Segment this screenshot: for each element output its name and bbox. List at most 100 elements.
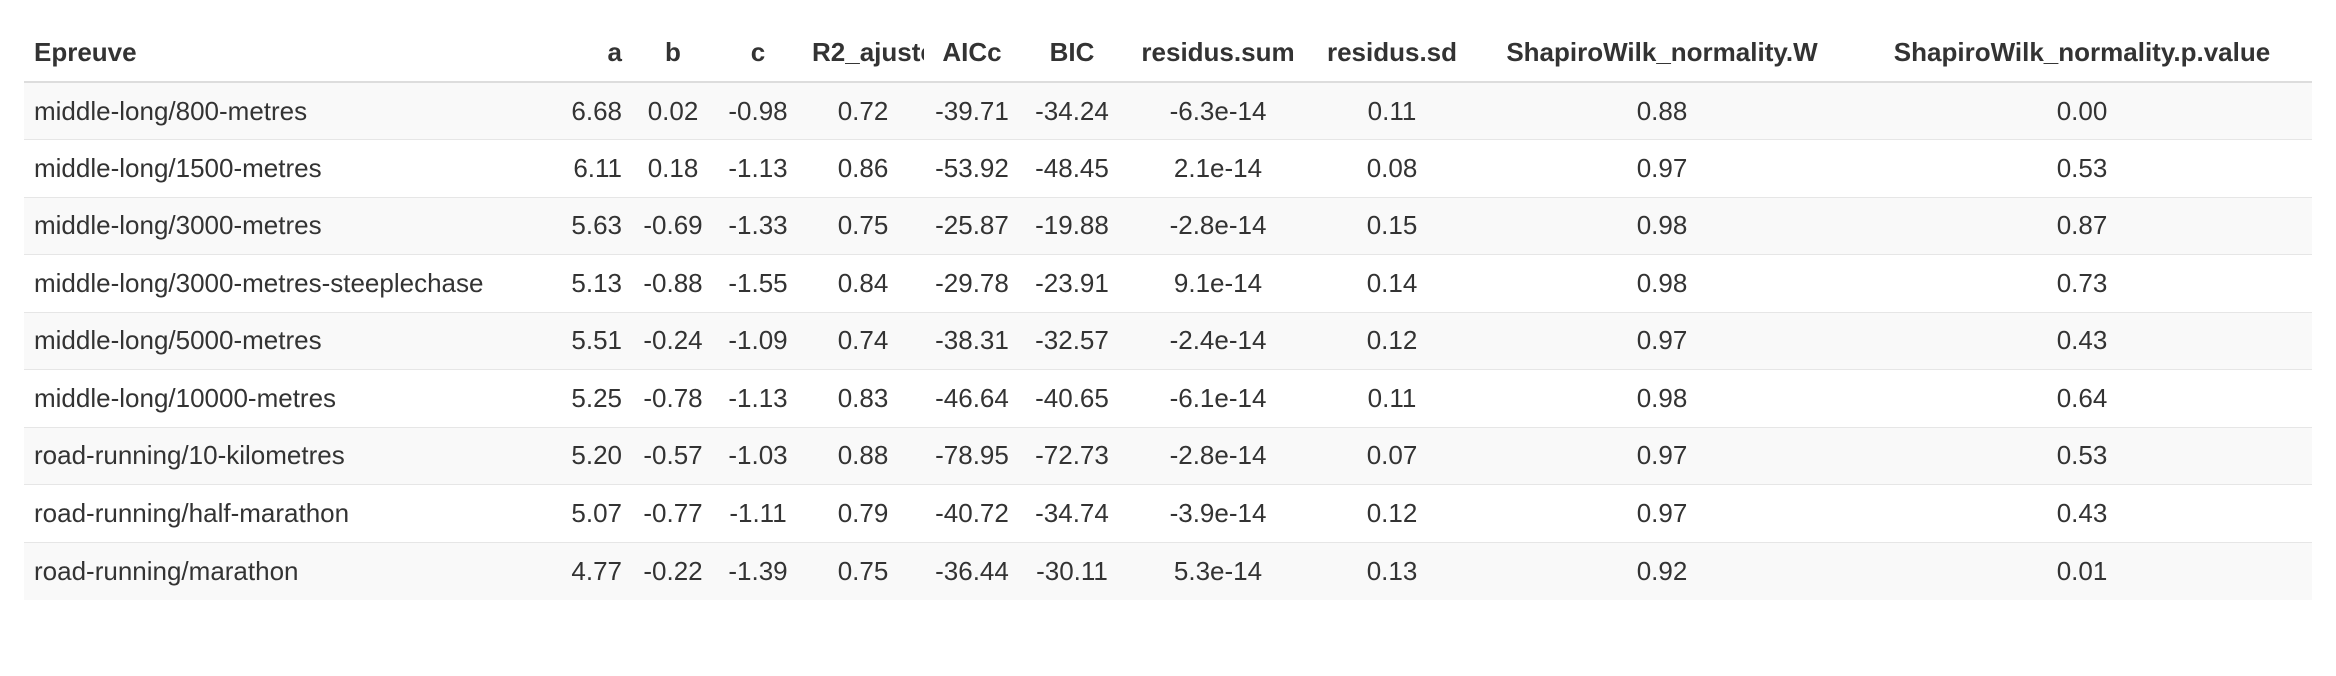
cell-shapirowilk-p-value: 0.87 <box>2056 210 2108 241</box>
cell-c: -1.55 <box>728 267 788 298</box>
cell-c: -0.98 <box>728 95 788 126</box>
table-row: middle-long/800-metres 6.68 0.02 -0.98 0… <box>24 82 2312 140</box>
cell-residus-sum: -2.8e-14 <box>1169 210 1267 241</box>
cell-a: 5.20 <box>571 440 622 471</box>
results-table-container: Epreuve a b c R2_ajuste AICc BIC residus… <box>24 24 2312 600</box>
cell-aicc: -53.92 <box>935 152 1009 183</box>
cell-shapirowilk-p-value: 0.43 <box>2056 325 2108 356</box>
cell-c: -1.13 <box>728 382 788 413</box>
column-header-c[interactable]: c <box>714 24 802 83</box>
cell-b: -0.78 <box>643 382 703 413</box>
cell-b: 0.02 <box>647 95 699 126</box>
cell-residus-sd: 0.13 <box>1366 555 1418 586</box>
cell-bic: -30.11 <box>1036 555 1108 586</box>
column-header-residus-sd[interactable]: residus.sd <box>1312 24 1472 83</box>
cell-residus-sd: 0.07 <box>1366 440 1418 471</box>
cell-a: 6.11 <box>573 152 622 183</box>
cell-b: -0.22 <box>643 555 703 586</box>
cell-residus-sd: 0.11 <box>1367 95 1417 126</box>
cell-shapirowilk-w: 0.97 <box>1636 497 1688 528</box>
cell-bic: -48.45 <box>1035 152 1109 183</box>
table-row: middle-long/3000-metres-steeplechase 5.1… <box>24 254 2312 312</box>
cell-aicc: -40.72 <box>935 497 1009 528</box>
cell-shapirowilk-w: 0.98 <box>1636 382 1688 413</box>
cell-aicc: -38.31 <box>935 325 1009 356</box>
cell-a: 4.77 <box>571 555 622 586</box>
table-row: road-running/half-marathon 5.07 -0.77 -1… <box>24 484 2312 542</box>
column-header-shapirowilk-w[interactable]: ShapiroWilk_normality.W <box>1472 24 1852 83</box>
table-body: middle-long/800-metres 6.68 0.02 -0.98 0… <box>24 82 2312 600</box>
cell-r2-ajuste: 0.74 <box>837 325 889 356</box>
cell-epreuve: middle-long/1500-metres <box>34 152 322 183</box>
cell-epreuve: road-running/marathon <box>34 555 299 586</box>
cell-residus-sum: -6.1e-14 <box>1169 382 1267 413</box>
cell-shapirowilk-w: 0.98 <box>1636 210 1688 241</box>
cell-shapirowilk-w: 0.97 <box>1636 152 1688 183</box>
cell-r2-ajuste: 0.75 <box>837 555 889 586</box>
cell-r2-ajuste: 0.72 <box>837 95 889 126</box>
cell-epreuve: middle-long/3000-metres-steeplechase <box>34 267 484 298</box>
table-row: road-running/10-kilometres 5.20 -0.57 -1… <box>24 427 2312 485</box>
cell-a: 6.68 <box>571 95 622 126</box>
cell-shapirowilk-p-value: 0.64 <box>2056 382 2108 413</box>
cell-a: 5.63 <box>571 210 622 241</box>
cell-shapirowilk-w: 0.92 <box>1636 555 1688 586</box>
cell-residus-sd: 0.08 <box>1366 152 1418 183</box>
cell-bic: -34.74 <box>1035 497 1109 528</box>
cell-epreuve: middle-long/3000-metres <box>34 210 322 241</box>
cell-c: -1.13 <box>728 152 788 183</box>
cell-c: -1.03 <box>728 440 788 471</box>
cell-residus-sum: -2.4e-14 <box>1169 325 1267 356</box>
cell-c: -1.33 <box>728 210 788 241</box>
cell-residus-sd: 0.12 <box>1366 497 1418 528</box>
cell-shapirowilk-p-value: 0.53 <box>2056 440 2108 471</box>
column-header-a[interactable]: a <box>560 24 632 83</box>
cell-bic: -34.24 <box>1035 95 1109 126</box>
cell-epreuve: middle-long/10000-metres <box>34 382 337 413</box>
cell-bic: -32.57 <box>1035 325 1109 356</box>
column-header-aicc[interactable]: AICc <box>924 24 1020 83</box>
cell-shapirowilk-p-value: 0.43 <box>2056 497 2108 528</box>
cell-bic: -19.88 <box>1035 210 1109 241</box>
cell-shapirowilk-w: 0.88 <box>1636 95 1688 126</box>
column-header-r2-ajuste[interactable]: R2_ajuste <box>802 24 924 83</box>
cell-bic: -23.91 <box>1035 267 1109 298</box>
cell-residus-sum: 2.1e-14 <box>1173 152 1263 183</box>
cell-bic: -40.65 <box>1035 382 1109 413</box>
cell-b: 0.18 <box>647 152 699 183</box>
cell-b: -0.88 <box>643 267 703 298</box>
cell-c: -1.39 <box>728 555 788 586</box>
cell-residus-sum: 5.3e-14 <box>1173 555 1263 586</box>
cell-b: -0.77 <box>643 497 703 528</box>
cell-c: -1.11 <box>729 497 787 528</box>
cell-shapirowilk-p-value: 0.00 <box>2056 95 2108 126</box>
cell-bic: -72.73 <box>1035 440 1109 471</box>
cell-epreuve: road-running/10-kilometres <box>34 440 345 471</box>
table-row: middle-long/10000-metres 5.25 -0.78 -1.1… <box>24 369 2312 427</box>
cell-shapirowilk-w: 0.98 <box>1636 267 1688 298</box>
cell-residus-sd: 0.15 <box>1366 210 1418 241</box>
cell-epreuve: middle-long/800-metres <box>34 95 308 126</box>
results-table: Epreuve a b c R2_ajuste AICc BIC residus… <box>24 24 2312 600</box>
cell-r2-ajuste: 0.84 <box>837 267 889 298</box>
column-header-b[interactable]: b <box>632 24 714 83</box>
column-header-epreuve[interactable]: Epreuve <box>24 24 560 83</box>
cell-residus-sum: -2.8e-14 <box>1169 440 1267 471</box>
column-header-residus-sum[interactable]: residus.sum <box>1124 24 1312 83</box>
column-header-shapirowilk-p-value[interactable]: ShapiroWilk_normality.p.value <box>1852 24 2312 83</box>
table-row: middle-long/1500-metres 6.11 0.18 -1.13 … <box>24 139 2312 197</box>
cell-r2-ajuste: 0.88 <box>837 440 889 471</box>
cell-a: 5.51 <box>571 325 622 356</box>
cell-aicc: -25.87 <box>935 210 1009 241</box>
cell-shapirowilk-w: 0.97 <box>1636 440 1688 471</box>
cell-residus-sum: 9.1e-14 <box>1173 267 1263 298</box>
table-row: middle-long/3000-metres 5.63 -0.69 -1.33… <box>24 197 2312 255</box>
cell-shapirowilk-p-value: 0.01 <box>2056 555 2108 586</box>
cell-shapirowilk-w: 0.97 <box>1636 325 1688 356</box>
cell-r2-ajuste: 0.83 <box>837 382 889 413</box>
cell-shapirowilk-p-value: 0.73 <box>2056 267 2108 298</box>
cell-aicc: -46.64 <box>935 382 1009 413</box>
table-header-row: Epreuve a b c R2_ajuste AICc BIC residus… <box>24 24 2312 83</box>
column-header-bic[interactable]: BIC <box>1020 24 1124 83</box>
cell-residus-sum: -3.9e-14 <box>1169 497 1267 528</box>
